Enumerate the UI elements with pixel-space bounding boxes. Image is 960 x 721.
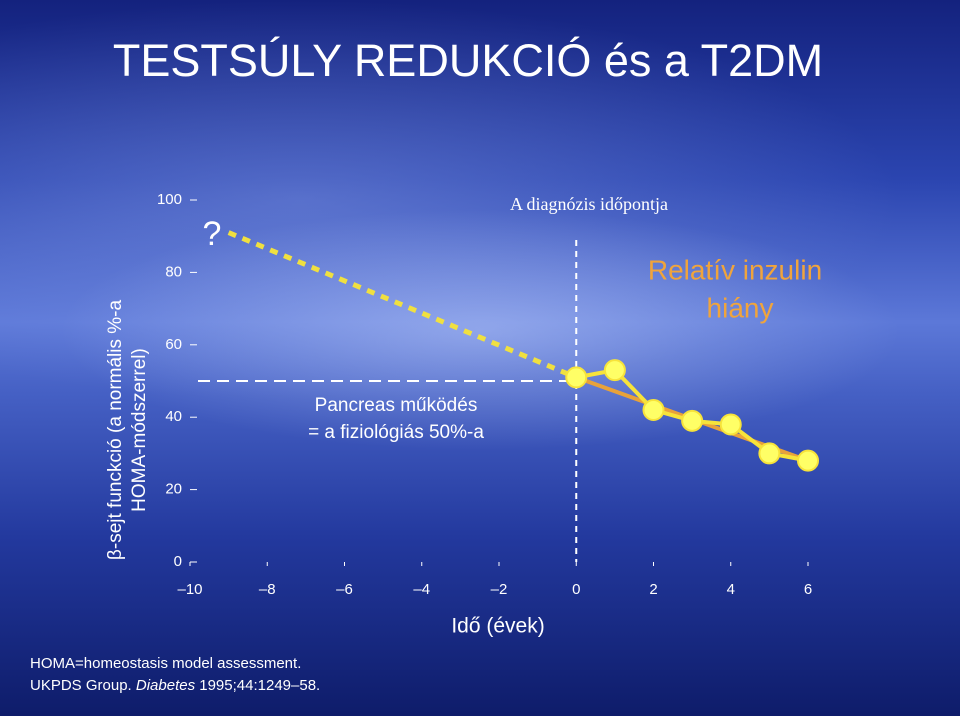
data-point [603,359,626,382]
y-axis-title: β-sejt funckció (a normális %-a HOMA-mód… [105,300,150,561]
x-tick-label: –8 [259,581,276,598]
y-tick-label: 0 [174,553,182,570]
x-tick-label: 4 [727,581,735,598]
y-tick-label: 40 [165,408,182,425]
y-tick-label: 60 [165,336,182,353]
data-point [681,409,704,432]
x-tick-label: –4 [413,581,430,598]
x-tick-label: –2 [491,581,508,598]
citation-details: 1995;44:1249–58. [195,677,320,694]
x-tick-label: 6 [804,581,812,598]
question-mark: ? [203,215,222,253]
x-tick-label: –6 [336,581,353,598]
y-label-line: β-sejt funckció (a normális %-a [105,300,126,561]
data-point [565,366,588,389]
data-point [797,449,819,472]
citation-authors: UKPDS Group. [30,677,136,694]
y-label-line: HOMA-módszerrel) [129,348,150,512]
citation: UKPDS Group. Diabetes 1995;44:1249–58. [30,677,320,694]
x-tick-label: 0 [572,581,580,598]
projection-line [227,230,578,380]
footnote: HOMA=homeostasis model assessment. [30,655,301,672]
y-tick-label: 20 [165,481,182,498]
x-tick-label: 2 [649,581,657,598]
x-tick-label: –10 [177,581,202,598]
citation-journal: Diabetes [136,677,196,694]
deficit-label: Relatív inzulin [648,254,822,285]
data-point [719,413,742,436]
deficit-label: hiány [707,292,774,323]
x-axis-title: Idő (évek) [451,615,544,638]
diagnosis-label: A diagnózis időpontja [510,194,668,214]
threshold-label: Pancreas működés [315,395,478,416]
data-point [642,398,665,421]
data-point [758,442,781,465]
threshold-label: = a fiziológiás 50%-a [308,422,484,443]
y-tick-label: 100 [157,191,182,208]
chart-title: TESTSÚLY REDUKCIÓ és a T2DM [113,35,823,86]
y-tick-label: 80 [165,263,182,280]
